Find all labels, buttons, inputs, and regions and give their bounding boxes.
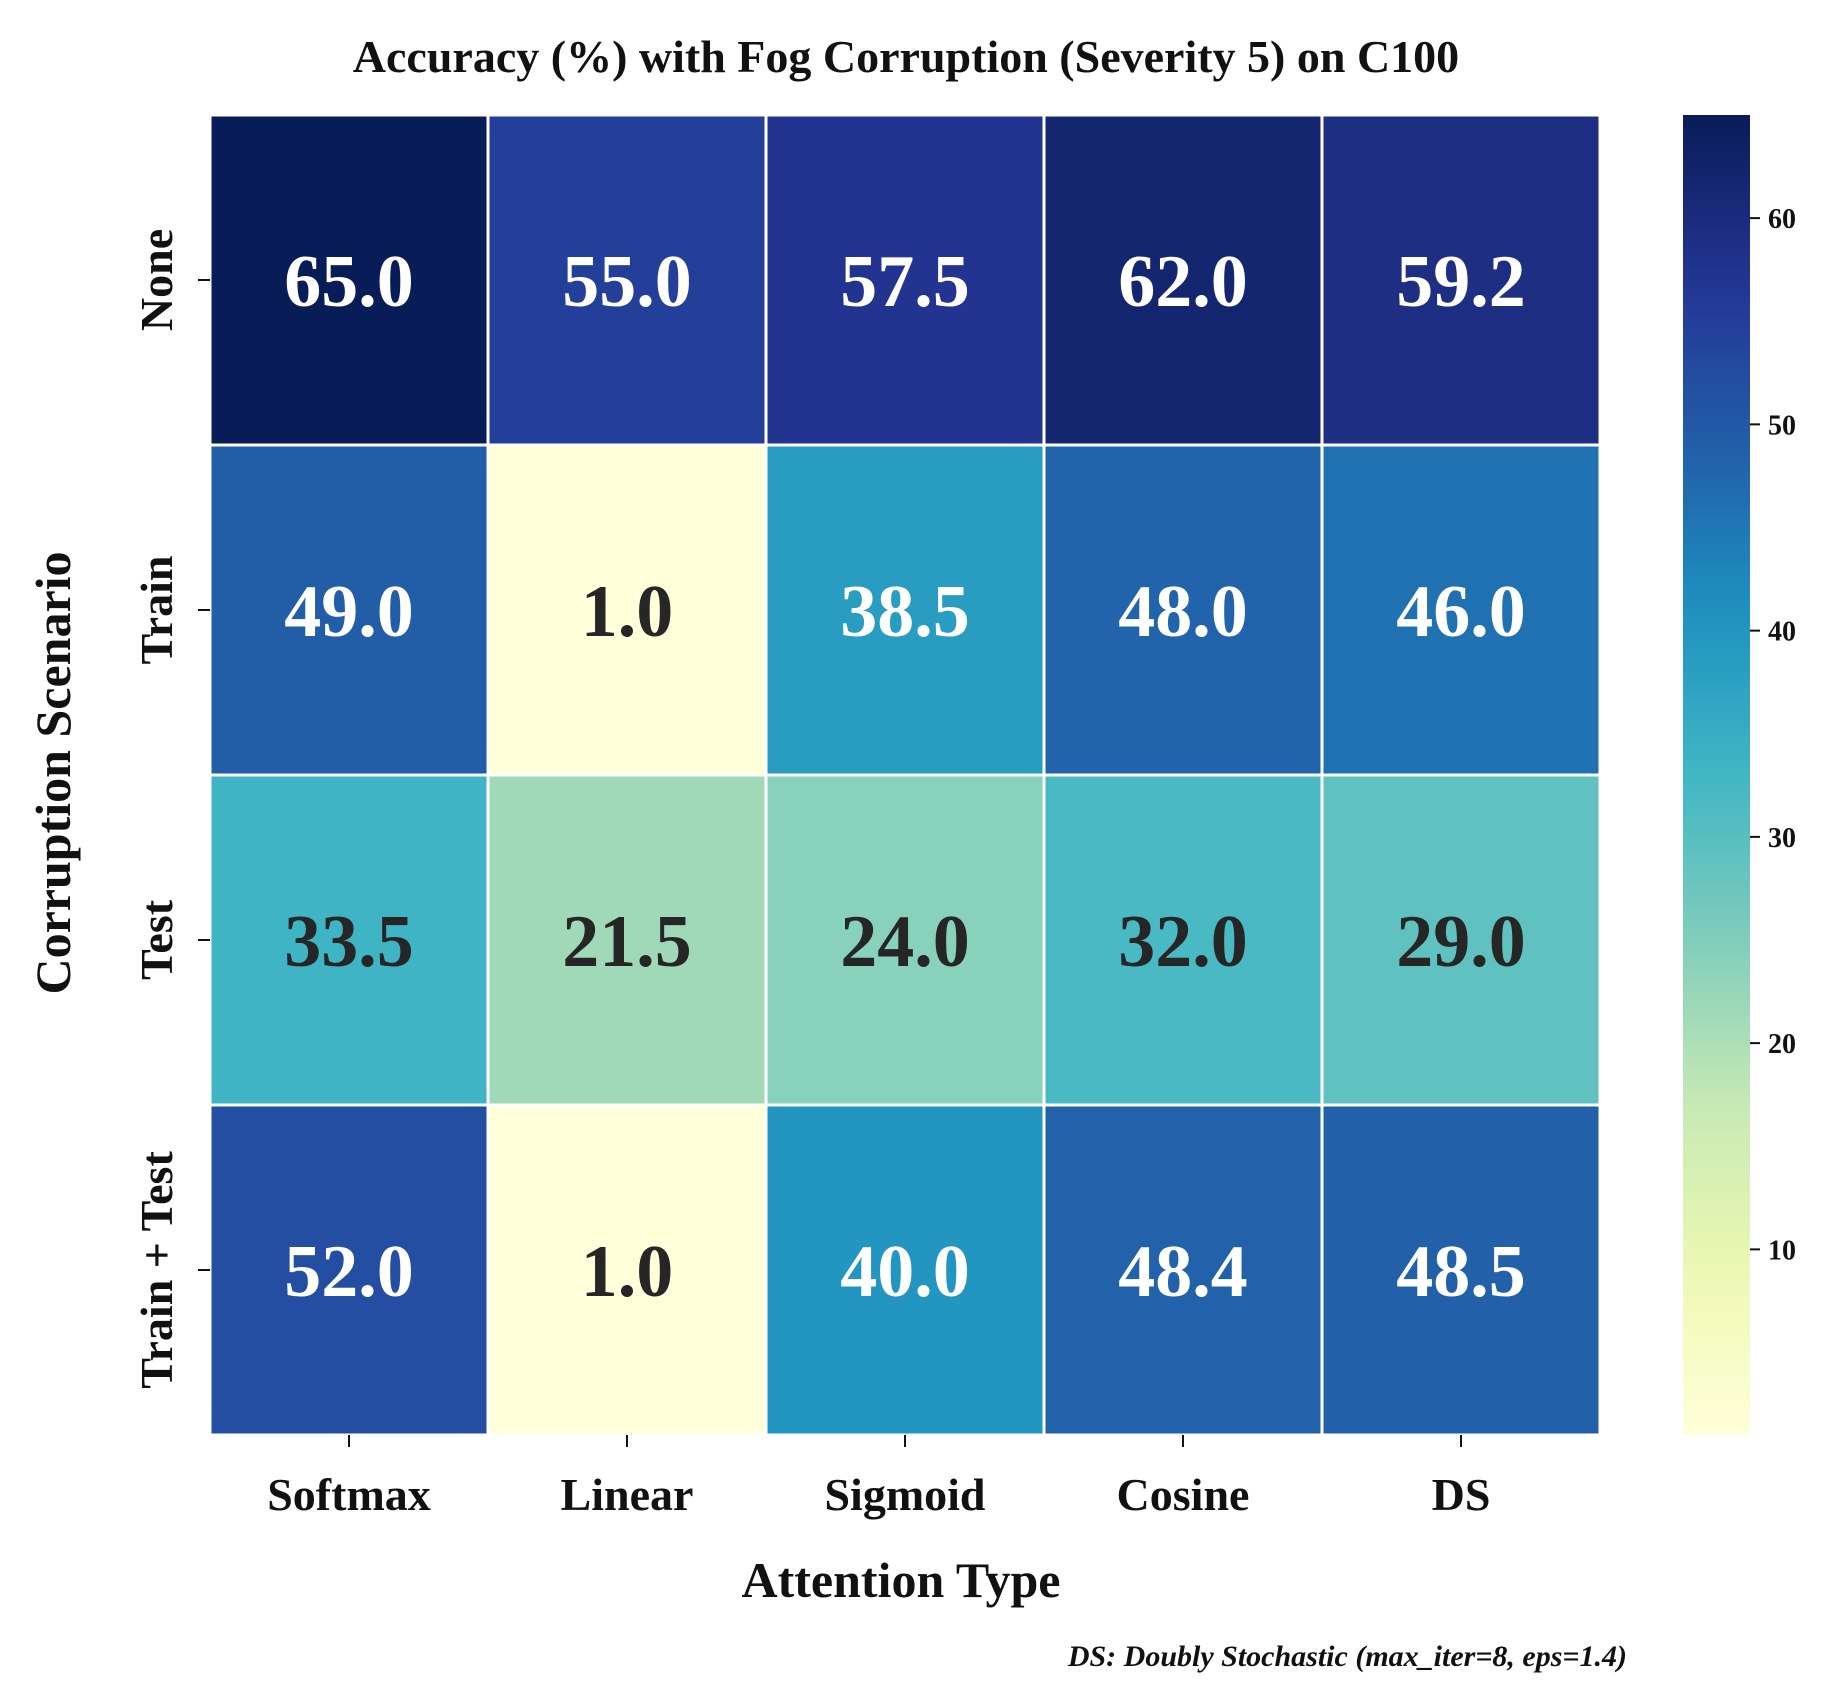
- cell-value-label: 1.0: [581, 571, 674, 653]
- cell-value-label: 38.5: [840, 571, 970, 653]
- heatmap-cell: [208, 443, 490, 777]
- colorbar-tick-label: 10: [1768, 1235, 1796, 1266]
- colorbar-tick-label: 20: [1768, 1029, 1796, 1060]
- cell-value-label: 59.2: [1396, 241, 1526, 323]
- cell-value-label: 33.5: [284, 901, 414, 983]
- heatmap-cell: [1042, 113, 1324, 447]
- heatmap-cell: [1320, 1103, 1602, 1437]
- y-tick-label: Test: [131, 899, 182, 980]
- cell-value-label: 1.0: [581, 1231, 674, 1313]
- heatmap-cell: [486, 773, 768, 1107]
- colorbar-tick-label: 40: [1768, 617, 1796, 648]
- x-axis-title: Attention Type: [742, 1552, 1061, 1608]
- heatmap-cells: [208, 113, 1602, 1437]
- x-tick-label: Sigmoid: [824, 1469, 985, 1520]
- cell-value-label: 57.5: [840, 241, 970, 323]
- colorbar-tick-label: 50: [1768, 410, 1796, 441]
- cell-value-label: 52.0: [284, 1231, 414, 1313]
- heatmap-cell: [1042, 773, 1324, 1107]
- x-tick-label: Cosine: [1117, 1469, 1250, 1520]
- heatmap-cell: [208, 113, 490, 447]
- cell-value-label: 21.5: [562, 901, 692, 983]
- y-tick-label: Train: [131, 555, 182, 664]
- cell-value-label: 49.0: [284, 571, 414, 653]
- footnote: DS: Doubly Stochastic (max_iter=8, eps=1…: [1067, 1640, 1627, 1673]
- heatmap-cell: [764, 443, 1046, 777]
- y-axis: None Train Test Train + Test: [131, 229, 210, 1389]
- cell-value-label: 62.0: [1118, 241, 1248, 323]
- colorbar-gradient: [1683, 115, 1750, 1435]
- y-tick-label: None: [131, 229, 182, 331]
- heatmap-cell: [486, 113, 768, 447]
- cell-value-label: 46.0: [1396, 571, 1526, 653]
- heatmap-cell: [1320, 773, 1602, 1107]
- y-tick-label: Train + Test: [131, 1151, 182, 1389]
- x-tick-label: Softmax: [267, 1469, 431, 1520]
- heatmap-cell: [764, 773, 1046, 1107]
- chart-title: Accuracy (%) with Fog Corruption (Severi…: [353, 31, 1459, 82]
- x-tick-label: Linear: [561, 1469, 694, 1520]
- y-axis-title: Corruption Scenario: [25, 551, 81, 994]
- colorbar: 10 20 30 40 50 60: [1683, 115, 1796, 1435]
- cell-value-label: 48.0: [1118, 571, 1248, 653]
- cell-value-label: 29.0: [1396, 901, 1526, 983]
- colorbar-tick-label: 30: [1768, 823, 1796, 854]
- heatmap-cell: [764, 1103, 1046, 1437]
- cell-value-label: 55.0: [562, 241, 692, 323]
- cell-value-label: 24.0: [840, 901, 970, 983]
- cell-value-label: 48.5: [1396, 1231, 1526, 1313]
- heatmap-cell-labels: 65.0 55.0 57.5 62.0 59.2 49.0 1.0 38.5 48.0 46.0 3…: [284, 241, 1526, 1313]
- colorbar-tick-label: 60: [1768, 204, 1796, 235]
- cell-value-label: 32.0: [1118, 901, 1248, 983]
- heatmap-cell: [486, 1103, 768, 1437]
- heatmap-cell: [1320, 443, 1602, 777]
- x-axis: Softmax Linear Sigmoid Cosine DS: [267, 1435, 1490, 1520]
- heatmap-cell: [1042, 1103, 1324, 1437]
- cell-value-label: 40.0: [840, 1231, 970, 1313]
- heatmap-cell: [1320, 113, 1602, 447]
- cell-value-label: 65.0: [284, 241, 414, 323]
- x-tick-label: DS: [1432, 1469, 1491, 1520]
- heatmap-cell: [764, 113, 1046, 447]
- cell-value-label: 48.4: [1118, 1231, 1248, 1313]
